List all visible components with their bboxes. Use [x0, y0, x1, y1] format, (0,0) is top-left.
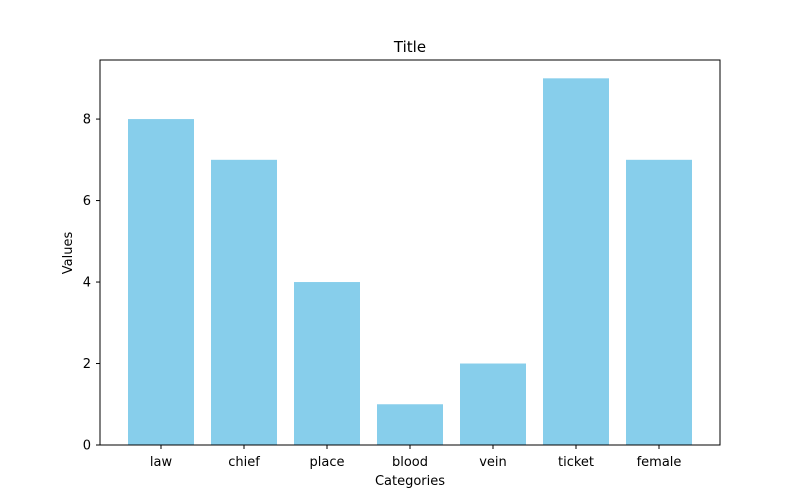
bar-ticket: [543, 78, 609, 445]
y-tick-label-2: 2: [83, 357, 91, 372]
x-tick-label-chief: chief: [228, 455, 260, 470]
axes-layer: law chief place blood vein ticket female 0 2 4 6 8: [83, 113, 682, 470]
bar-blood: [377, 404, 443, 445]
x-tick-label-blood: blood: [392, 455, 428, 470]
bars-layer: [128, 78, 692, 445]
chart-title: Title: [393, 38, 426, 56]
y-tick-label-8: 8: [83, 113, 91, 128]
x-tick-label-vein: vein: [479, 455, 507, 470]
bar-vein: [460, 363, 526, 445]
x-tick-label-female: female: [637, 455, 682, 470]
bar-law: [128, 119, 194, 445]
x-tick-label-law: law: [150, 455, 173, 470]
y-axis-label: Values: [61, 232, 76, 275]
bar-place: [294, 282, 360, 445]
x-tick-label-place: place: [310, 455, 345, 470]
plot-frame: [99, 59, 721, 446]
bar-chief: [211, 159, 277, 445]
x-axis-label: Categories: [375, 474, 445, 489]
y-tick-label-4: 4: [83, 276, 91, 291]
bar-female: [626, 159, 692, 445]
x-tick-label-ticket: ticket: [558, 455, 594, 470]
y-tick-label-6: 6: [83, 194, 91, 209]
y-tick-label-0: 0: [83, 439, 91, 454]
